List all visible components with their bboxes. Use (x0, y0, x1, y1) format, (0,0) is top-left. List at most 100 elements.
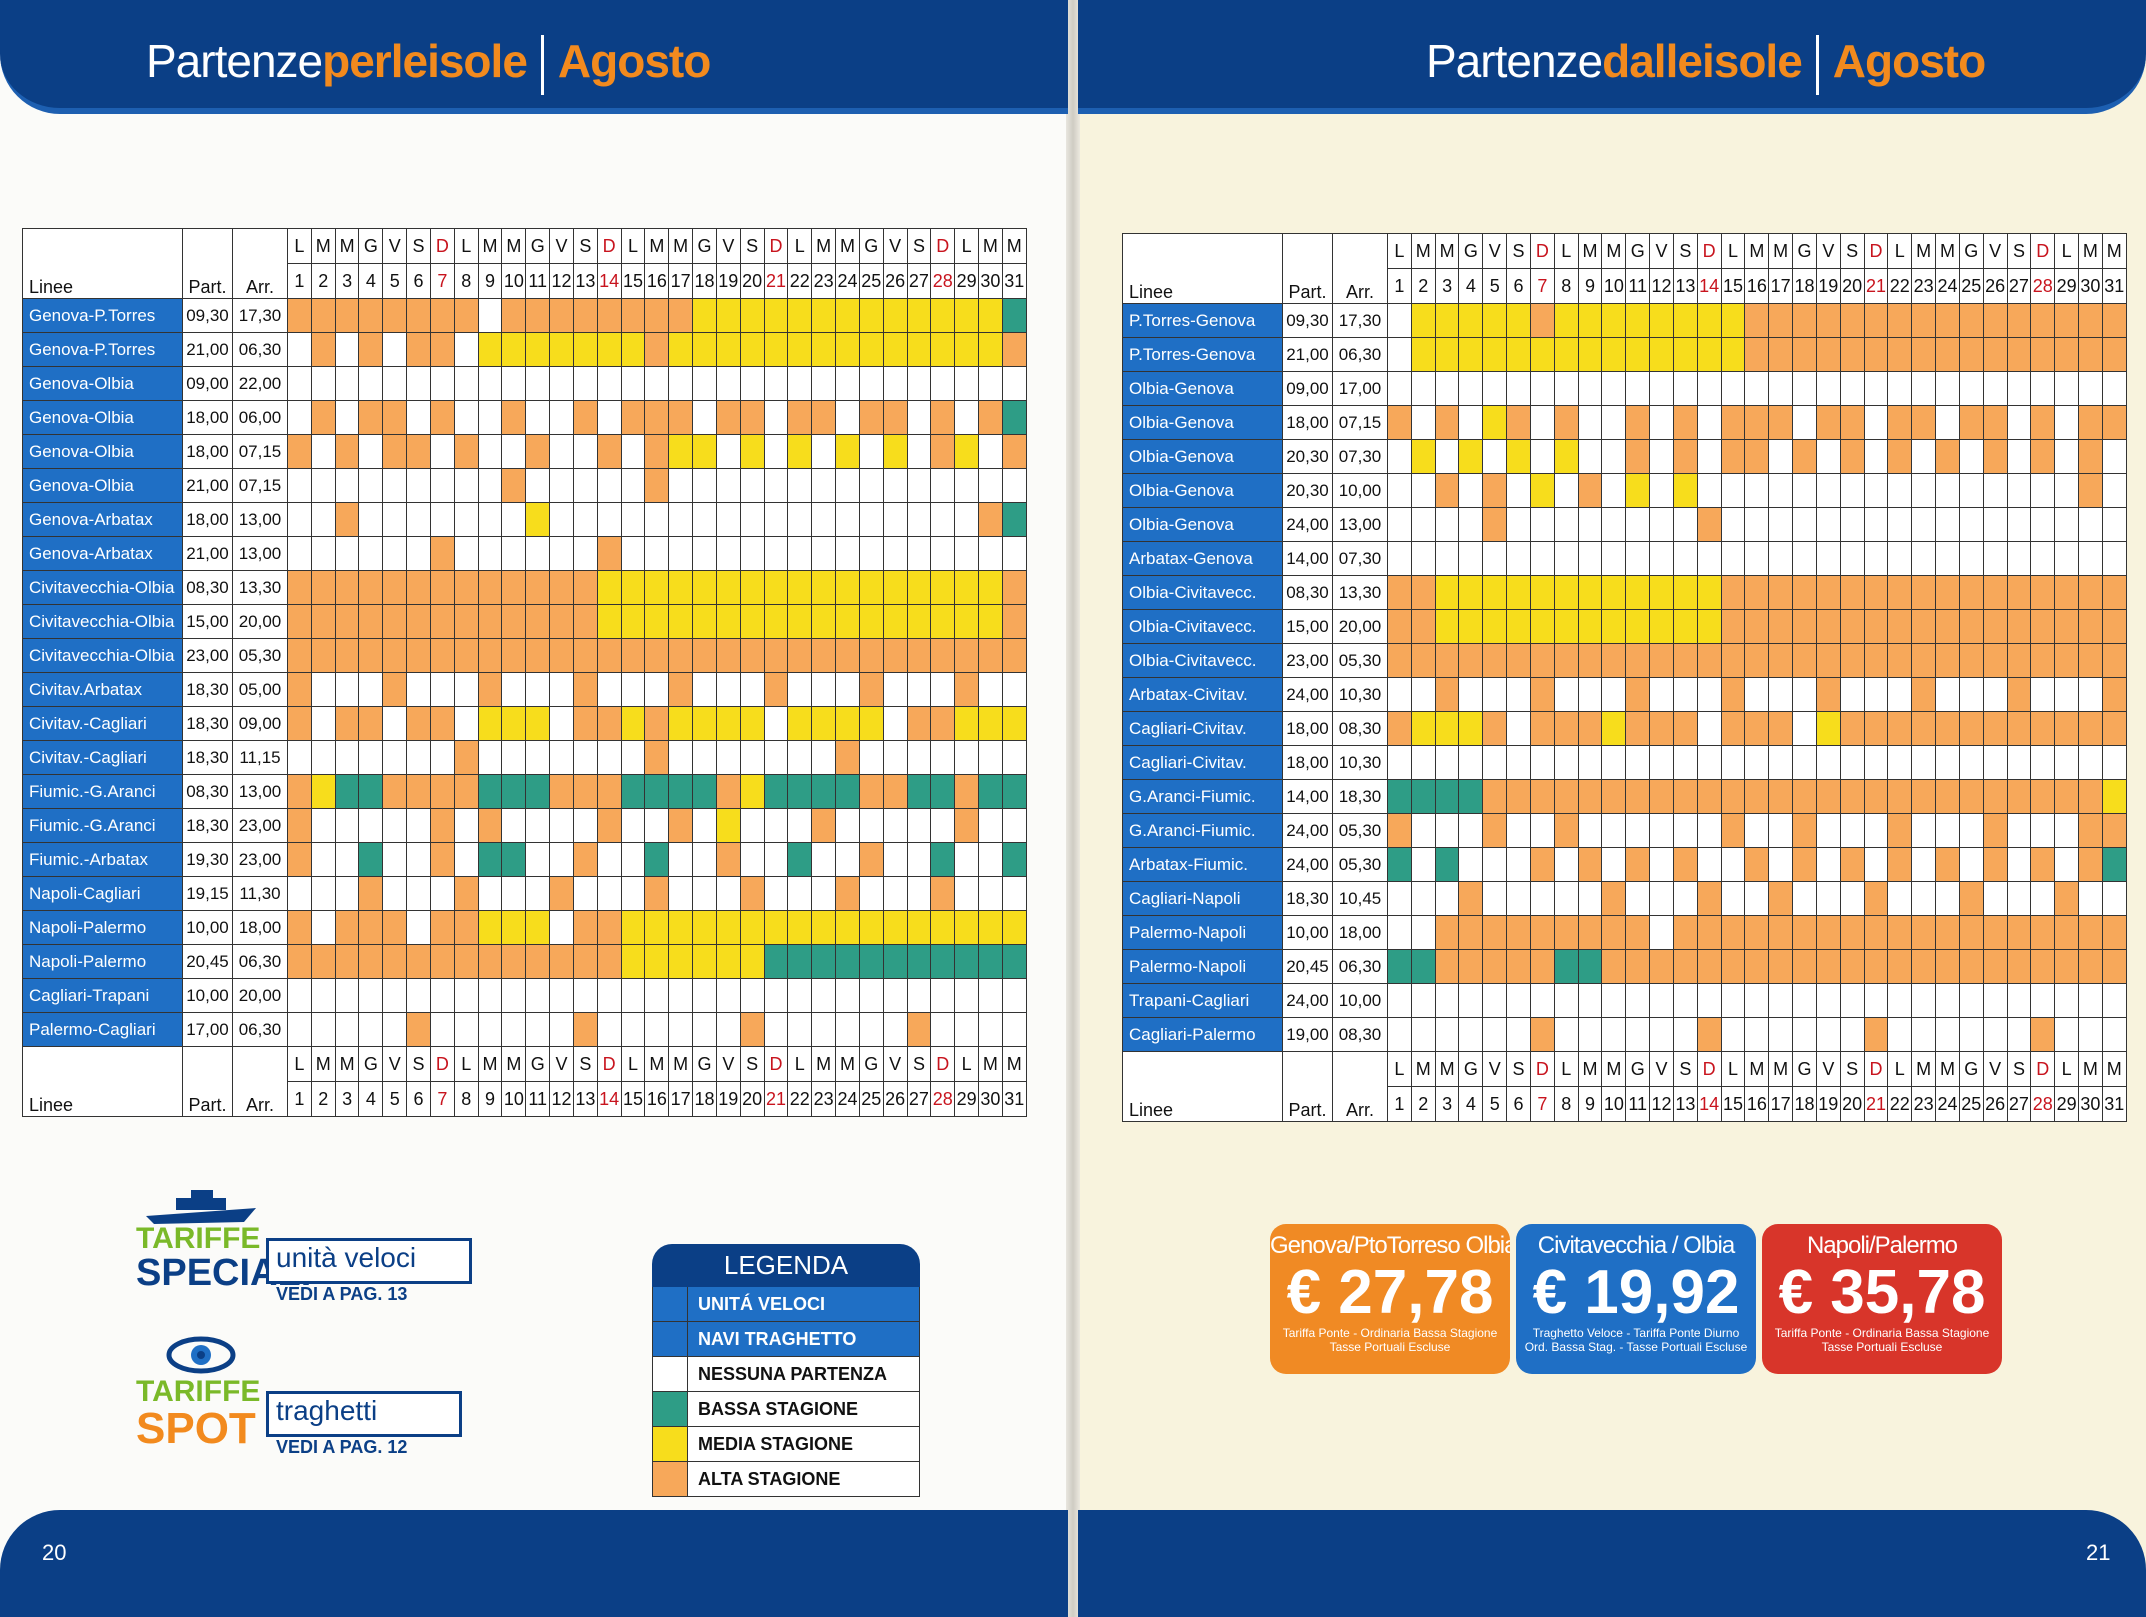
day-cell (1696, 813, 1722, 848)
day-cell (787, 740, 813, 775)
route-name: Cagliari-Palermo (1122, 1017, 1283, 1052)
schedule-row: Olbia-Genova 18,00 07,15 (1122, 405, 2127, 440)
day-cell (787, 1012, 813, 1047)
day-cell (882, 706, 908, 741)
day-cell (1434, 541, 1460, 576)
day-cell (1720, 643, 1746, 678)
day-cell (1792, 779, 1817, 814)
day-cell (692, 332, 717, 367)
day-cell (549, 366, 574, 401)
right-page-title: Partenzedalleisole Agosto (1426, 34, 1986, 95)
day-cell (1553, 303, 1579, 338)
arrival-time: 06,30 (1332, 949, 1388, 984)
day-cell (1744, 813, 1770, 848)
day-cell (1001, 400, 1027, 435)
day-cell (1768, 745, 1794, 780)
schedule-row: Cagliari-Napoli 18,30 10,45 (1122, 881, 2127, 916)
day-cell (1649, 711, 1674, 746)
price-card[interactable]: Genova/PtoTorreso Olbia € 27,78 Tariffa Po… (1270, 1224, 1510, 1374)
day-number-header: 12 (1649, 1086, 1674, 1122)
day-cell (882, 1012, 908, 1047)
day-cell (429, 604, 455, 639)
day-cell (1982, 541, 2008, 576)
day-cell (1696, 881, 1722, 916)
day-letter-header: D (596, 1046, 622, 1082)
day-cell (930, 672, 956, 707)
departure-time: 18,00 (182, 502, 233, 537)
day-cell (1792, 983, 1817, 1018)
day-cell (668, 740, 694, 775)
day-cell (1001, 774, 1027, 809)
day-cell (1696, 405, 1722, 440)
price-card[interactable]: Napoli/Palermo € 35,78 Tariffa Ponte - Ord… (1762, 1224, 2002, 1374)
arrival-time: 07,30 (1332, 439, 1388, 474)
day-cell (1553, 643, 1579, 678)
day-cell (1506, 371, 1531, 406)
day-cell (1958, 779, 1984, 814)
day-letter-header: G (525, 228, 551, 264)
day-cell (525, 468, 551, 503)
day-cell (572, 876, 598, 911)
day-cell (1577, 813, 1603, 848)
day-cell (1744, 847, 1770, 882)
day-cell (1553, 813, 1579, 848)
departure-time: 21,00 (182, 536, 233, 571)
departure-time: 18,30 (1282, 881, 1333, 916)
day-cell (453, 978, 479, 1013)
day-cell (1839, 371, 1865, 406)
day-cell (358, 876, 384, 911)
day-cell (1001, 910, 1027, 945)
departure-time: 15,00 (182, 604, 233, 639)
day-cell (2101, 711, 2127, 746)
day-cell (2078, 983, 2103, 1018)
day-cell (692, 400, 717, 435)
day-letter-header: V (1649, 1051, 1674, 1087)
day-cell (1958, 983, 1984, 1018)
day-cell (1958, 405, 1984, 440)
day-cell (1672, 473, 1698, 508)
day-cell (1553, 881, 1579, 916)
day-number-header: 12 (549, 1081, 574, 1117)
day-cell (1529, 847, 1555, 882)
day-cell (1387, 745, 1412, 780)
day-cell (692, 502, 717, 537)
day-cell (525, 876, 551, 911)
price-card[interactable]: Civitavecchia / Olbia € 19,92 Traghetto Ve… (1516, 1224, 1756, 1374)
day-cell (501, 434, 527, 469)
day-cell (549, 536, 574, 571)
day-number-header: 22 (787, 1081, 813, 1117)
day-cell (882, 842, 908, 877)
day-cell (1911, 847, 1937, 882)
day-letter-header: D (429, 228, 455, 264)
day-cell (1601, 1017, 1627, 1052)
tariffe-speciali-promo[interactable]: TARIFFE SPECIALI unità veloci VEDI A PAG… (136, 1180, 476, 1320)
day-cell (1601, 949, 1627, 984)
schedule-row: G.Aranci-Fiumic. 14,00 18,30 (1122, 779, 2127, 814)
day-cell (1744, 303, 1770, 338)
day-number-header: 11 (1625, 1086, 1651, 1122)
day-cell (1911, 303, 1937, 338)
day-cell (572, 468, 598, 503)
day-cell (429, 706, 455, 741)
day-cell (1696, 371, 1722, 406)
price-note: Ord. Bassa Stag. - Tasse Portuali Esclus… (1524, 1340, 1748, 1354)
day-cell (2030, 643, 2056, 678)
day-cell (429, 366, 455, 401)
day-letter-header: G (1958, 233, 1984, 269)
day-cell (2054, 303, 2080, 338)
day-letter-header: M (835, 228, 860, 264)
day-cell (310, 774, 336, 809)
day-cell (1815, 541, 1841, 576)
day-cell (334, 1012, 360, 1047)
day-cell (2030, 711, 2056, 746)
day-cell (2078, 1017, 2103, 1052)
tariffe-spot-promo[interactable]: TARIFFE SPOT traghetti VEDI A PAG. 12 (136, 1335, 476, 1475)
day-cell (1577, 507, 1603, 542)
day-cell (1815, 473, 1841, 508)
day-cell (1744, 779, 1770, 814)
day-cell (930, 604, 956, 639)
day-cell (1553, 609, 1579, 644)
part-header: Part. (1282, 233, 1333, 304)
day-number-header: 15 (620, 263, 646, 299)
day-cell (406, 502, 431, 537)
